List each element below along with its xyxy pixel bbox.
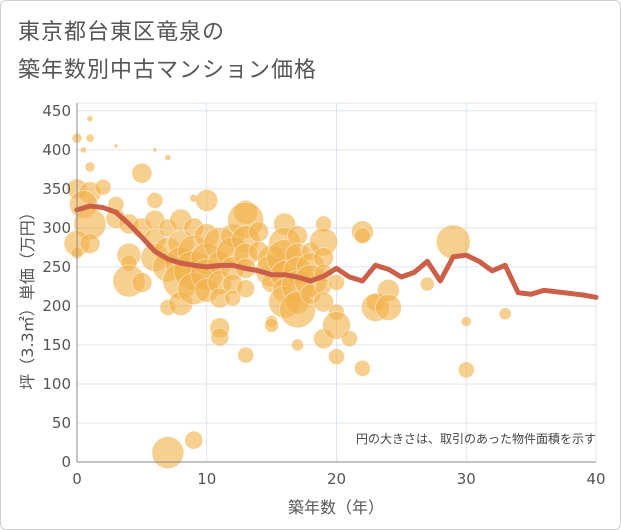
bubble-point — [164, 154, 172, 162]
bubble-point — [79, 233, 101, 254]
bubble-point — [354, 359, 371, 377]
x-tick-label: 30 — [457, 470, 476, 488]
y-axis-label: 坪（3.3㎡）単価（万円） — [18, 204, 37, 389]
bubble-point — [80, 146, 87, 154]
y-tick-label: 150 — [42, 336, 71, 354]
bubble-point — [146, 192, 164, 209]
bubble-series — [63, 115, 512, 470]
bubble-point — [341, 330, 358, 348]
bubble-point — [237, 346, 255, 364]
bubble-point — [152, 147, 158, 153]
bubble-point — [184, 430, 204, 450]
bubble-point — [195, 189, 219, 212]
x-axis-label: 築年数（年） — [288, 498, 384, 517]
y-tick-label: 350 — [42, 180, 71, 198]
bubble-point — [328, 348, 345, 366]
chart-title-line2: 築年数別中古マンション価格 — [18, 58, 318, 83]
bubble-size-note: 円の大きさは、取引のあった物件面積を示す — [356, 431, 596, 446]
bubble-point — [291, 338, 304, 352]
bubble-point — [457, 361, 475, 379]
bubble-point — [224, 289, 242, 307]
y-tick-label: 250 — [42, 258, 71, 276]
bubble-point — [313, 291, 334, 313]
y-tick-label: 200 — [42, 297, 71, 315]
bubble-point — [84, 161, 96, 173]
chart-title-line1: 東京都台東区竜泉の — [18, 20, 226, 45]
bubble-point — [85, 133, 95, 143]
bubble-point — [322, 311, 351, 340]
y-tick-label: 0 — [61, 453, 71, 471]
bubble-point — [131, 162, 153, 184]
bubble-point — [328, 274, 345, 291]
y-tick-label: 300 — [42, 219, 71, 237]
bubble-point — [236, 279, 256, 299]
bubble-point — [210, 327, 230, 347]
bubble-point — [460, 316, 472, 327]
bubble-point — [86, 115, 94, 123]
bubble-point — [264, 318, 280, 333]
bubble-point — [419, 276, 435, 292]
y-tick-label: 450 — [42, 102, 71, 120]
bubble-point — [287, 225, 308, 247]
bubble-point — [113, 143, 119, 149]
average-price-line — [74, 203, 599, 300]
bubble-point — [374, 294, 402, 321]
y-tick-label: 50 — [52, 414, 71, 432]
x-tick-label: 0 — [72, 470, 82, 488]
x-tick-label: 10 — [197, 470, 216, 488]
bubble-point — [354, 227, 371, 245]
y-tick-label: 400 — [42, 141, 71, 159]
bubble-point — [498, 307, 512, 321]
x-tick-label: 40 — [586, 470, 605, 488]
bubble-point — [151, 436, 185, 470]
x-tick-label: 20 — [327, 470, 346, 488]
bubble-point — [248, 221, 270, 243]
bubble-point — [94, 178, 112, 196]
bubble-point — [131, 272, 153, 293]
y-tick-label: 100 — [42, 375, 71, 393]
trend-line-series — [74, 203, 599, 300]
